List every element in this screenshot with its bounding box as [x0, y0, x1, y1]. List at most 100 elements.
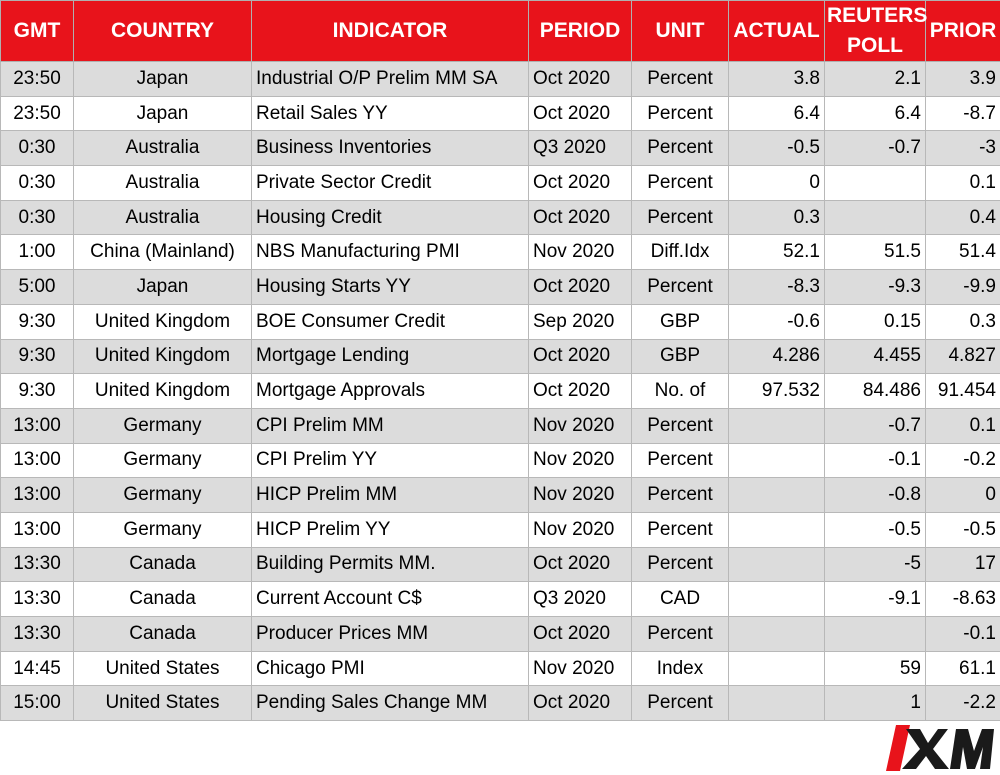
cell-unit: Percent: [631, 685, 729, 722]
cell-indicator: Retail Sales YY: [251, 95, 529, 132]
cell-unit: Percent: [631, 95, 729, 132]
cell-indicator: Housing Starts YY: [251, 269, 529, 305]
cell-reuters-poll: -0.5: [824, 511, 926, 548]
cell-gmt: 0:30: [0, 130, 74, 167]
cell-prior: 0.1: [925, 165, 1000, 201]
cell-prior: 4.827: [925, 338, 1000, 375]
cell-actual: -0.5: [728, 130, 825, 167]
cell-prior: -2.2: [925, 685, 1000, 722]
cell-reuters-poll: -0.7: [824, 130, 926, 167]
cell-gmt: 13:30: [0, 546, 74, 583]
cell-reuters-poll: 2.1: [824, 61, 926, 97]
cell-gmt: 15:00: [0, 685, 74, 722]
cell-gmt: 5:00: [0, 269, 74, 305]
cell-reuters-poll: 4.455: [824, 338, 926, 375]
cell-actual: [728, 477, 825, 513]
table-row: 9:30 United Kingdom Mortgage Approvals Oct …: [0, 373, 1000, 409]
cell-actual: [728, 546, 825, 583]
cell-indicator: Housing Credit: [251, 199, 529, 236]
cell-reuters-poll: -0.7: [824, 407, 926, 444]
cell-reuters-poll: 84.486: [824, 373, 926, 409]
cell-gmt: 13:30: [0, 581, 74, 617]
cell-period: Oct 2020: [528, 61, 632, 97]
cell-unit: Percent: [631, 511, 729, 548]
cell-actual: [728, 650, 825, 687]
cell-actual: 3.8: [728, 61, 825, 97]
cell-unit: Diff.Idx: [631, 234, 729, 271]
cell-actual: 97.532: [728, 373, 825, 409]
cell-country: United Kingdom: [73, 338, 252, 375]
cell-indicator: Current Account C$: [251, 581, 529, 617]
cell-reuters-poll: -9.1: [824, 581, 926, 617]
table-row: 9:30 United Kingdom Mortgage Lending Oct 20…: [0, 338, 1000, 375]
cell-indicator: CPI Prelim MM: [251, 407, 529, 444]
cell-country: Germany: [73, 477, 252, 513]
cell-gmt: 13:00: [0, 477, 74, 513]
cell-gmt: 9:30: [0, 338, 74, 375]
cell-prior: -8.7: [925, 95, 1000, 132]
table-row: 23:50 Japan Industrial O/P Prelim MM SA Oct…: [0, 61, 1000, 97]
economic-calendar-table: GMT COUNTRY INDICATOR PERIOD UNIT ACTUAL…: [0, 0, 1000, 722]
cell-reuters-poll: [824, 165, 926, 201]
cell-prior: 61.1: [925, 650, 1000, 687]
cell-gmt: 9:30: [0, 373, 74, 409]
cell-indicator: Producer Prices MM: [251, 616, 529, 652]
table-row: 0:30 Australia Business Inventories Q3 2020…: [0, 130, 1000, 167]
cell-indicator: HICP Prelim YY: [251, 511, 529, 548]
cell-actual: 4.286: [728, 338, 825, 375]
cell-indicator: Industrial O/P Prelim MM SA: [251, 61, 529, 97]
cell-country: Japan: [73, 95, 252, 132]
cell-actual: [728, 511, 825, 548]
cell-indicator: Mortgage Approvals: [251, 373, 529, 409]
cell-prior: 91.454: [925, 373, 1000, 409]
cell-prior: 0.3: [925, 303, 1000, 340]
cell-actual: -0.6: [728, 303, 825, 340]
cell-gmt: 0:30: [0, 165, 74, 201]
cell-gmt: 9:30: [0, 303, 74, 340]
header-actual: ACTUAL: [728, 0, 825, 62]
cell-period: Oct 2020: [528, 199, 632, 236]
xm-logo-slash: [886, 725, 910, 771]
cell-reuters-poll: [824, 616, 926, 652]
cell-indicator: NBS Manufacturing PMI: [251, 234, 529, 271]
cell-unit: Percent: [631, 442, 729, 479]
table-row: 13:00 Germany CPI Prelim YY Nov 2020 Percent…: [0, 442, 1000, 479]
cell-reuters-poll: 6.4: [824, 95, 926, 132]
cell-unit: CAD: [631, 581, 729, 617]
cell-period: Oct 2020: [528, 165, 632, 201]
header-period: PERIOD: [528, 0, 632, 62]
cell-unit: GBP: [631, 303, 729, 340]
cell-country: Germany: [73, 511, 252, 548]
cell-period: Oct 2020: [528, 373, 632, 409]
cell-indicator: Mortgage Lending: [251, 338, 529, 375]
table-header-row: GMT COUNTRY INDICATOR PERIOD UNIT ACTUAL…: [0, 0, 1000, 62]
cell-period: Q3 2020: [528, 581, 632, 617]
cell-actual: 6.4: [728, 95, 825, 132]
cell-indicator: HICP Prelim MM: [251, 477, 529, 513]
cell-indicator: Business Inventories: [251, 130, 529, 167]
cell-country: Canada: [73, 546, 252, 583]
cell-actual: [728, 616, 825, 652]
xm-logo-icon: [886, 725, 994, 771]
table-row: 23:50 Japan Retail Sales YY Oct 2020 Percent…: [0, 95, 1000, 132]
cell-reuters-poll: 51.5: [824, 234, 926, 271]
cell-country: Canada: [73, 581, 252, 617]
cell-prior: 17: [925, 546, 1000, 583]
cell-indicator: CPI Prelim YY: [251, 442, 529, 479]
cell-unit: Percent: [631, 199, 729, 236]
cell-period: Sep 2020: [528, 303, 632, 340]
cell-prior: -3: [925, 130, 1000, 167]
cell-gmt: 1:00: [0, 234, 74, 271]
cell-indicator: BOE Consumer Credit: [251, 303, 529, 340]
table-row: 15:00 United States Pending Sales Change M…: [0, 685, 1000, 722]
table-row: 0:30 Australia Private Sector Credit Oct 20…: [0, 165, 1000, 201]
cell-prior: 3.9: [925, 61, 1000, 97]
cell-actual: [728, 685, 825, 722]
cell-country: Australia: [73, 199, 252, 236]
header-unit: UNIT: [631, 0, 729, 62]
cell-period: Nov 2020: [528, 442, 632, 479]
cell-gmt: 13:00: [0, 442, 74, 479]
cell-country: Germany: [73, 442, 252, 479]
table-row: 13:00 Germany HICP Prelim YY Nov 2020 Percen…: [0, 511, 1000, 548]
cell-gmt: 13:30: [0, 616, 74, 652]
